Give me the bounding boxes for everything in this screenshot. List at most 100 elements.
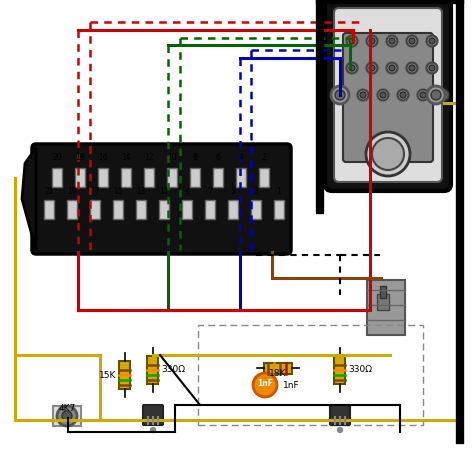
FancyBboxPatch shape	[32, 144, 291, 254]
Text: 3: 3	[254, 187, 258, 197]
Circle shape	[389, 65, 395, 71]
Bar	[147, 356, 158, 384]
Text: 11: 11	[159, 187, 169, 197]
Bar	[144, 168, 154, 187]
Text: 330Ω: 330Ω	[162, 365, 185, 374]
Bar	[44, 200, 54, 219]
Circle shape	[429, 38, 435, 44]
Text: 17: 17	[90, 187, 100, 197]
Circle shape	[409, 38, 415, 44]
Circle shape	[357, 90, 368, 101]
Circle shape	[427, 62, 438, 74]
Circle shape	[427, 86, 445, 104]
Text: 20: 20	[52, 153, 62, 162]
Text: 7: 7	[208, 187, 212, 197]
Circle shape	[369, 38, 375, 44]
Bar	[236, 168, 246, 187]
Text: 2: 2	[262, 153, 266, 162]
FancyBboxPatch shape	[334, 8, 442, 182]
Text: 6: 6	[216, 153, 220, 162]
Bar	[380, 286, 386, 298]
Bar	[52, 168, 62, 187]
Text: 15: 15	[113, 187, 123, 197]
Circle shape	[398, 90, 409, 101]
Text: 16: 16	[98, 153, 108, 162]
Bar	[228, 200, 238, 219]
Text: 15K: 15K	[99, 370, 117, 379]
Bar	[205, 200, 215, 219]
Bar	[259, 168, 269, 187]
Circle shape	[429, 65, 435, 71]
Bar	[75, 168, 85, 187]
FancyBboxPatch shape	[330, 405, 350, 425]
Circle shape	[62, 411, 72, 421]
Circle shape	[438, 90, 448, 101]
Bar	[251, 200, 261, 219]
Bar	[67, 200, 77, 219]
Circle shape	[346, 35, 357, 46]
Circle shape	[407, 62, 418, 74]
Circle shape	[346, 62, 357, 74]
Circle shape	[366, 132, 410, 176]
Bar	[121, 168, 131, 187]
Circle shape	[386, 35, 398, 46]
Text: 8: 8	[192, 153, 197, 162]
Text: 21: 21	[44, 187, 54, 197]
FancyBboxPatch shape	[325, 0, 451, 191]
Bar	[182, 200, 192, 219]
Circle shape	[407, 35, 418, 46]
Circle shape	[331, 86, 349, 104]
Circle shape	[427, 35, 438, 46]
Circle shape	[366, 35, 377, 46]
Bar	[335, 356, 346, 384]
Text: 1: 1	[277, 187, 282, 197]
FancyBboxPatch shape	[143, 405, 163, 425]
Text: 4: 4	[238, 153, 244, 162]
Circle shape	[151, 428, 155, 433]
Text: 1nF: 1nF	[257, 379, 273, 389]
Text: 13: 13	[136, 187, 146, 197]
Text: 9: 9	[184, 187, 190, 197]
Circle shape	[389, 38, 395, 44]
Circle shape	[380, 92, 386, 98]
Bar	[90, 200, 100, 219]
Bar	[213, 168, 223, 187]
Circle shape	[400, 92, 406, 98]
Text: 18: 18	[75, 153, 85, 162]
Text: 5: 5	[230, 187, 236, 197]
Text: 10: 10	[167, 153, 177, 162]
Circle shape	[57, 406, 77, 426]
Circle shape	[349, 65, 355, 71]
Text: 330Ω: 330Ω	[348, 365, 373, 374]
Text: 12: 12	[144, 153, 154, 162]
Circle shape	[418, 90, 428, 101]
Circle shape	[366, 62, 377, 74]
Polygon shape	[22, 148, 36, 250]
Bar	[53, 406, 81, 426]
Circle shape	[360, 92, 366, 98]
Circle shape	[440, 92, 446, 98]
Circle shape	[369, 65, 375, 71]
Circle shape	[377, 90, 389, 101]
Circle shape	[335, 90, 345, 100]
Bar	[167, 168, 177, 187]
Circle shape	[253, 373, 277, 397]
Bar	[136, 200, 146, 219]
Bar	[377, 294, 389, 310]
Bar	[367, 280, 405, 335]
Circle shape	[337, 428, 343, 433]
Circle shape	[386, 62, 398, 74]
Text: 14: 14	[121, 153, 131, 162]
Text: 18K: 18K	[269, 369, 287, 378]
Circle shape	[372, 138, 404, 170]
FancyBboxPatch shape	[343, 33, 433, 162]
Bar	[198, 325, 423, 425]
Bar	[264, 363, 292, 374]
Bar	[190, 168, 200, 187]
Bar	[113, 200, 123, 219]
Text: 4K7: 4K7	[58, 404, 76, 413]
Circle shape	[420, 92, 426, 98]
Bar	[274, 200, 284, 219]
Bar	[119, 361, 130, 389]
Bar	[159, 200, 169, 219]
